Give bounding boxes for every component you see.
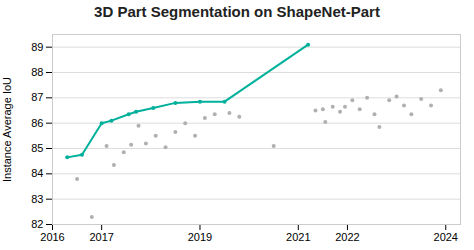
svg-text:84: 84	[31, 167, 43, 179]
svg-text:87: 87	[31, 91, 43, 103]
svg-text:82: 82	[31, 218, 43, 230]
svg-text:86: 86	[31, 117, 43, 129]
svg-text:2016: 2016	[40, 231, 64, 243]
svg-text:85: 85	[31, 142, 43, 154]
svg-text:89: 89	[31, 41, 43, 53]
svg-text:2022: 2022	[335, 231, 359, 243]
svg-text:Instance Average IoU: Instance Average IoU	[1, 77, 13, 182]
html-text:3D Part Segmentation on ShapeN: 3D Part Segmentation on ShapeNet-Part	[94, 3, 380, 20]
svg-text:88: 88	[31, 66, 43, 78]
svg-text:2024: 2024	[434, 231, 458, 243]
svg-text:2017: 2017	[89, 231, 113, 243]
svg-text:2021: 2021	[286, 231, 310, 243]
svg-text:83: 83	[31, 193, 43, 205]
svg-text:2019: 2019	[188, 231, 212, 243]
